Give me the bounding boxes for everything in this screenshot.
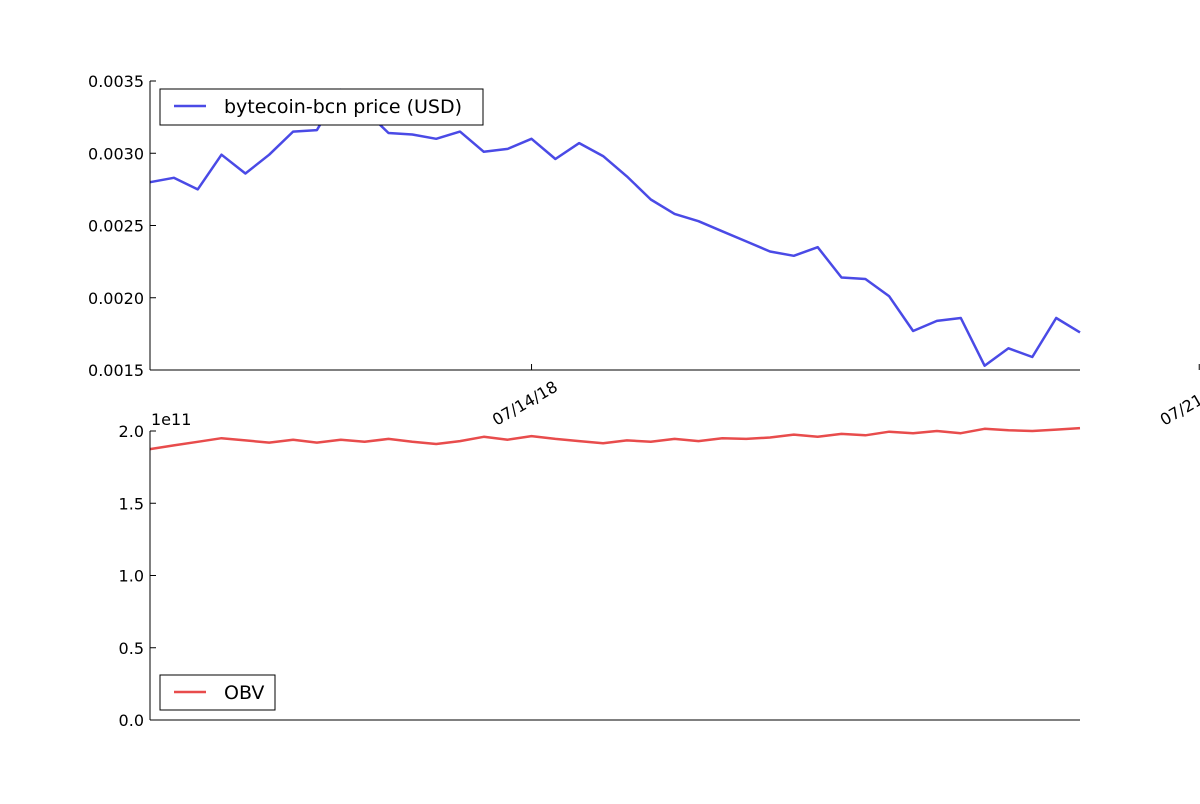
obv-panel: 0.0 0.5 1.0 1.5 2.0 1e11 OBV [119, 410, 1081, 730]
price-ytick-label: 0.0035 [88, 72, 144, 91]
obv-ytick-label: 0.0 [119, 711, 144, 730]
obv-legend-label: OBV [224, 682, 264, 704]
price-ytick-label: 0.0020 [88, 289, 144, 308]
price-legend-label: bytecoin-bcn price (USD) [224, 96, 462, 118]
price-panel: 0.0015 0.0020 0.0025 0.0030 0.0035 07/14/18 0… [88, 72, 1200, 429]
obv-series-line [149, 426, 1081, 451]
price-ytick-label: 0.0015 [88, 361, 144, 380]
price-series-line [149, 88, 1081, 367]
obv-ytick-label: 1.5 [119, 494, 144, 513]
obv-ytick-label: 1.0 [119, 567, 144, 586]
price-ytick-label: 0.0025 [88, 217, 144, 236]
price-ytick-label: 0.0030 [88, 144, 144, 163]
price-legend-box [159, 88, 484, 126]
obv-ytick-label: 0.5 [119, 639, 144, 658]
y-offset-label: 1e11 [151, 410, 191, 429]
obv-legend: OBV [159, 674, 276, 711]
obv-ytick-label: 2.0 [119, 422, 144, 441]
price-xtick-label: 07/21/18 [1157, 377, 1200, 429]
price-xtick-label: 07/14/18 [489, 377, 561, 429]
price-legend: bytecoin-bcn price (USD) [159, 88, 484, 126]
